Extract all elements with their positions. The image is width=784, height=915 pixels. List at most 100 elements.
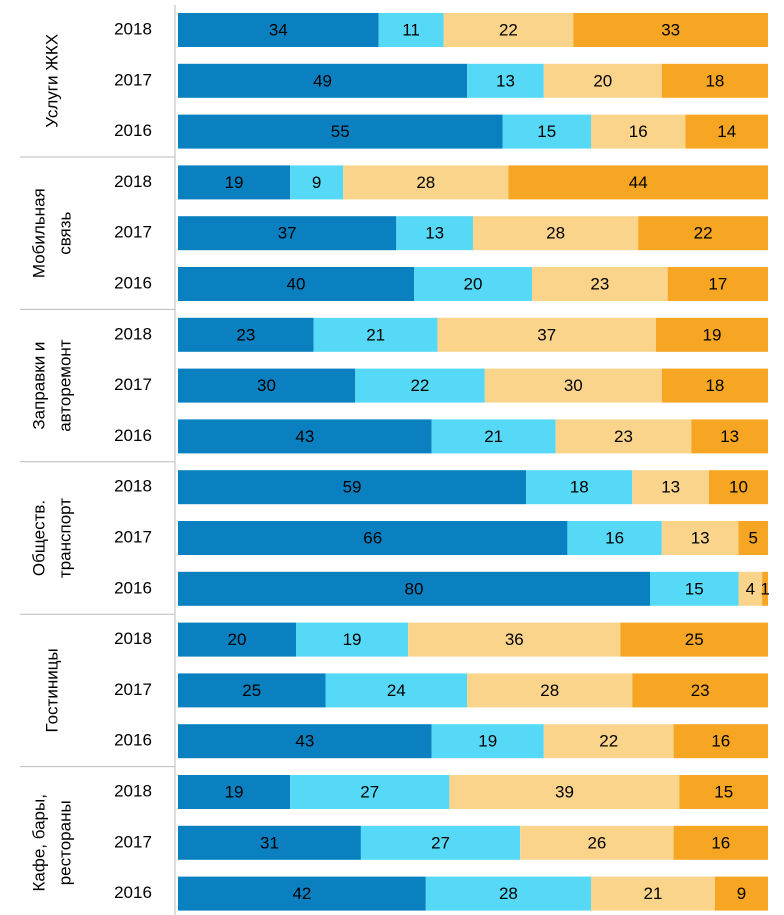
bar-segment [762,571,768,606]
data-label: 24 [387,681,406,700]
bar-segment [178,571,650,606]
data-label: 15 [685,579,704,598]
data-label: 11 [402,20,420,39]
group-label: рестораны [55,800,74,885]
bar-segment [178,419,432,454]
bar-segment [290,165,344,200]
data-label: 20 [593,71,612,90]
y-tick-label: 2018 [114,477,152,496]
data-label: 66 [363,528,382,547]
bar-segment [543,63,662,98]
bar-segment [178,216,397,251]
data-label: 16 [711,833,730,852]
data-label: 39 [555,782,574,801]
bar-segment [178,165,291,200]
bar-segment [178,775,291,809]
group-label: авторемонт [55,339,74,432]
group-label: Обществ. [29,500,48,576]
data-label: 30 [257,376,276,395]
data-label: 28 [546,224,565,243]
bar-segment [532,267,668,301]
data-label: 16 [605,528,624,547]
y-tick-label: 2018 [114,172,152,191]
bar-segment [591,876,715,911]
bar-segment [449,775,680,809]
data-label: 37 [278,224,297,243]
bar-segment [520,825,674,860]
bar-segment [555,419,692,454]
bar-segment [738,571,763,606]
data-label: 28 [416,173,435,192]
data-label: 31 [260,833,279,852]
bar-segment [178,13,379,47]
data-label: 25 [242,681,261,700]
y-tick-label: 2017 [114,375,152,394]
data-label: 40 [287,274,306,293]
bar-segment [709,470,768,505]
data-label: 18 [570,478,589,497]
data-label: 21 [643,884,662,903]
y-tick-label: 2018 [114,781,152,800]
bar-segment [408,622,621,657]
data-label: 20 [228,630,247,649]
bar-segment [178,470,527,505]
y-tick-label: 2016 [114,273,152,292]
bar-segment [620,622,768,657]
bar-segment [714,876,768,911]
data-label: 17 [708,274,727,293]
y-tick-label: 2016 [114,731,152,750]
bar-segment [313,317,438,352]
bar-segment [691,419,768,454]
bar-segment [178,317,314,352]
bar-segment [178,114,503,149]
data-label: 43 [295,732,314,751]
y-tick-label: 2017 [114,70,152,89]
bar-segment [178,63,468,98]
group-label: Мобильная [29,188,48,278]
bar-segment [360,825,521,860]
data-label: 19 [225,782,244,801]
bar-segment [431,724,544,759]
data-label: 5 [749,528,758,547]
data-label: 33 [661,20,680,39]
data-label: 27 [360,782,379,801]
bar-segment [378,13,444,47]
data-label: 15 [537,122,556,141]
y-tick-label: 2017 [114,527,152,546]
data-label: 44 [629,173,648,192]
group-label: транспорт [55,498,74,578]
data-label: 9 [737,884,746,903]
data-label: 25 [685,630,704,649]
data-label: 42 [292,884,311,903]
y-tick-label: 2018 [114,19,152,38]
y-tick-label: 2016 [114,426,152,445]
bar-segment [178,521,568,555]
bar-segment [355,368,485,403]
bar-segment [661,368,768,403]
data-label: 9 [312,173,321,192]
bar-segment [178,368,355,403]
data-label: 13 [425,224,444,243]
data-label: 55 [331,122,350,141]
bar-segment [443,13,574,47]
data-label: 23 [590,274,609,293]
bar-segment [431,419,556,454]
data-label: 18 [705,71,724,90]
data-label: 1 [760,579,769,598]
bar-segment [473,216,639,251]
bar-segment [502,114,591,149]
bar-segment [567,521,662,555]
data-label: 80 [405,579,424,598]
bar-segment [484,368,662,403]
bar-segment [632,470,709,505]
data-label: 13 [661,478,680,497]
y-tick-label: 2018 [114,629,152,648]
bar-segment [325,673,468,708]
data-label: 23 [614,427,633,446]
data-label: 26 [587,833,606,852]
data-label: 22 [694,224,713,243]
bar-segment [738,521,768,555]
data-label: 22 [599,732,618,751]
y-tick-label: 2016 [114,578,152,597]
data-label: 13 [720,427,739,446]
